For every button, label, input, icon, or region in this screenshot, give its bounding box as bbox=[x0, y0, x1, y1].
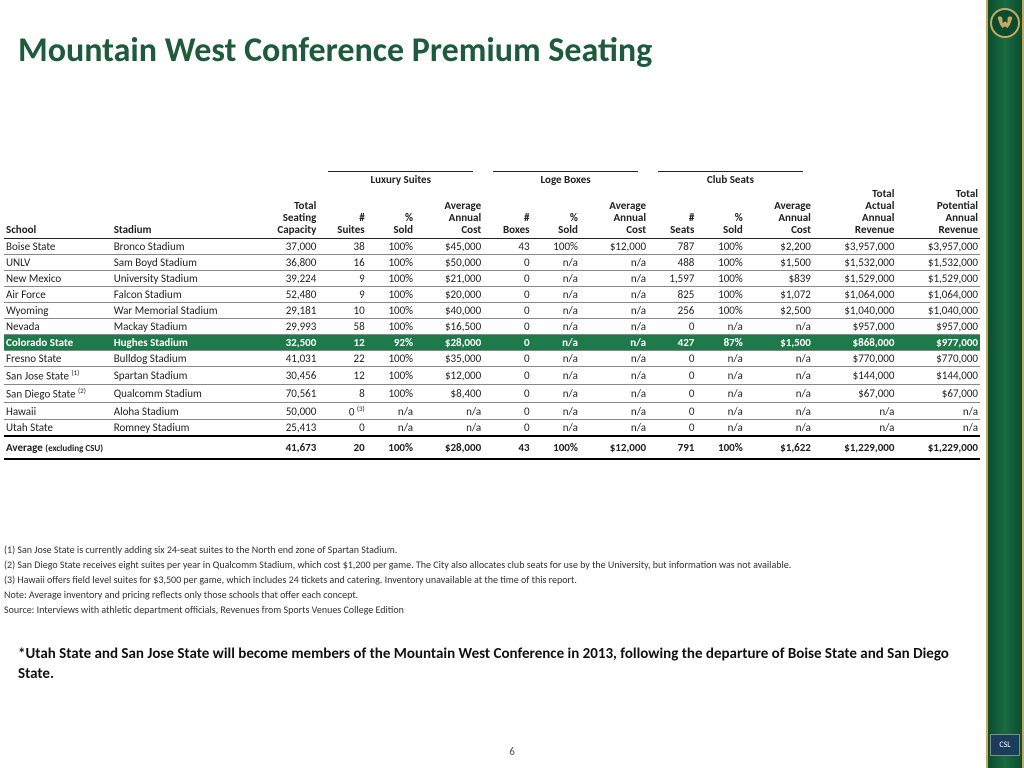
footnote-line: (1) San Jose State is currently adding s… bbox=[4, 542, 791, 557]
table-row: New MexicoUniversity Stadium39,2249100%$… bbox=[4, 271, 980, 287]
page-number: 6 bbox=[509, 745, 515, 758]
group-header-luxury: Luxury Suites bbox=[328, 171, 473, 186]
footnote-line: (3) Hawaii offers field level suites for… bbox=[4, 572, 791, 587]
footnote-line: Source: Interviews with athletic departm… bbox=[4, 602, 791, 617]
table-row: NevadaMackay Stadium29,99358100%$16,5000… bbox=[4, 319, 980, 335]
table-row: UNLVSam Boyd Stadium36,80016100%$50,0000… bbox=[4, 255, 980, 271]
table-row: San Jose State (1)Spartan Stadium30,4561… bbox=[4, 367, 980, 385]
column-headers: SchoolStadiumTotalSeatingCapacity #Suite… bbox=[4, 187, 980, 239]
ram-logo-icon bbox=[990, 8, 1020, 38]
table-row: WyomingWar Memorial Stadium29,18110100%$… bbox=[4, 303, 980, 319]
footnote-line: Note: Average inventory and pricing refl… bbox=[4, 587, 791, 602]
table-row: Boise StateBronco Stadium37,00038100%$45… bbox=[4, 239, 980, 255]
table-row: Fresno StateBulldog Stadium41,03122100%$… bbox=[4, 351, 980, 367]
table-row: Utah StateRomney Stadium25,4130n/an/a0n/… bbox=[4, 420, 980, 437]
page-title: Mountain West Conference Premium Seating bbox=[18, 30, 652, 71]
average-row: Average (excluding CSU)41,67320100%$28,0… bbox=[4, 436, 980, 459]
footnote-line: (2) San Diego State receives eight suite… bbox=[4, 557, 791, 572]
table-row: HawaiiAloha Stadium50,0000 (3)n/an/a0n/a… bbox=[4, 402, 980, 420]
csl-logo-icon: CSL bbox=[990, 734, 1020, 756]
group-header-loge: Loge Boxes bbox=[493, 171, 638, 186]
decorative-sidebar bbox=[986, 0, 1024, 768]
premium-seating-table: Luxury Suites Loge Boxes Club Seats Scho… bbox=[4, 170, 980, 460]
table-row: Colorado StateHughes Stadium32,5001292%$… bbox=[4, 335, 980, 351]
group-header-club: Club Seats bbox=[658, 171, 803, 186]
table-row: San Diego State (2)Qualcomm Stadium70,56… bbox=[4, 385, 980, 403]
footnotes: (1) San Jose State is currently adding s… bbox=[4, 542, 791, 617]
table-row: Air ForceFalcon Stadium52,4809100%$20,00… bbox=[4, 287, 980, 303]
bottom-note: *Utah State and San Jose State will beco… bbox=[18, 645, 968, 684]
